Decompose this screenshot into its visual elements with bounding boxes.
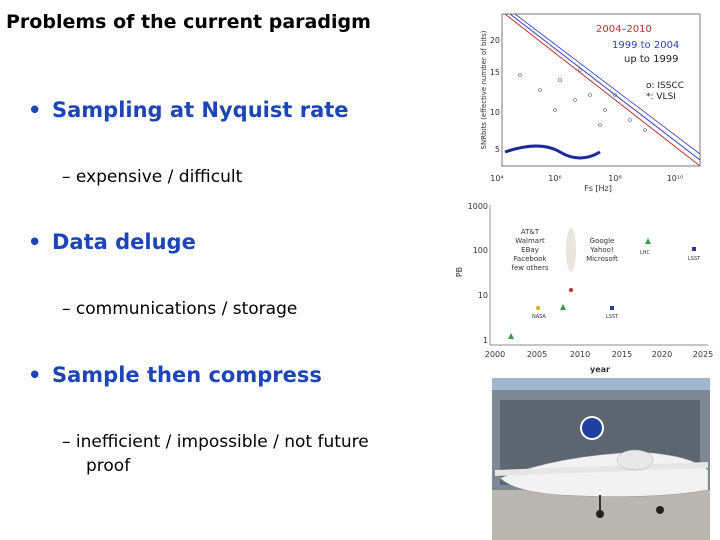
point-marker — [692, 247, 696, 251]
x-tick-label: 10⁴ — [490, 174, 503, 183]
trend-line — [514, 13, 701, 155]
bullet-dot: • — [28, 363, 41, 387]
x-tick-label: 10⁸ — [608, 174, 621, 183]
slide-title: Problems of the current paradigm — [6, 11, 371, 33]
x-tick-label: 10⁶ — [548, 174, 561, 183]
plot-frame — [501, 13, 701, 167]
x-tick-label: 2020 — [652, 350, 672, 359]
point-label: few others — [511, 264, 548, 272]
y-axis-label: PB — [455, 267, 464, 277]
x-tick-label: 2025 — [693, 350, 713, 359]
bullet: Sampling at Nyquist rate — [52, 98, 349, 122]
point-marker — [536, 306, 540, 310]
point-marker — [569, 288, 573, 292]
point-marker — [645, 238, 651, 244]
x-axis-label: Fs [Hz] — [584, 184, 612, 193]
point-label: Yahoo! — [589, 246, 613, 254]
legend-entry: *: VLSI — [646, 92, 676, 102]
point-label: Google — [590, 237, 615, 245]
trend-line — [504, 13, 701, 167]
point-label: Facebook — [514, 255, 548, 263]
bullet: Data deluge — [52, 230, 196, 254]
y-tick-label: 10 — [490, 108, 500, 117]
point-label: Walmart — [515, 237, 545, 245]
sub-bullet: – inefficient / impossible / not future — [62, 432, 369, 452]
y-tick-label: 1000 — [468, 202, 488, 211]
bullet-dot: • — [28, 98, 41, 122]
wheel — [596, 510, 604, 518]
point-label: EBay — [521, 246, 539, 254]
logo — [582, 418, 602, 438]
point-label: LSST — [606, 314, 619, 320]
wheel — [656, 506, 664, 514]
aircraft-body — [499, 451, 709, 497]
y-tick-label: 1 — [483, 336, 488, 345]
y-axis-label: SNRbits (effective number of bits) — [480, 30, 488, 149]
scatter-band — [504, 144, 601, 160]
x-tick-label: 2015 — [612, 350, 632, 359]
point-label: AT&T — [521, 228, 540, 236]
y-tick-label: 20 — [490, 36, 500, 45]
scatter-cloud — [518, 68, 647, 132]
range-blob — [566, 228, 576, 272]
point-marker — [508, 333, 514, 339]
point-label: Microsoft — [586, 255, 618, 263]
y-tick-label: 100 — [473, 246, 488, 255]
sub-bullet: proof — [86, 456, 131, 476]
point-label: LHC — [640, 250, 651, 256]
sub-bullet: – expensive / difficult — [62, 167, 243, 187]
x-tick-label: 2010 — [570, 350, 590, 359]
trend-line — [509, 13, 701, 161]
legend-entry: up to 1999 — [624, 54, 679, 65]
legend-entry: o: ISSCC — [646, 81, 684, 91]
bullet: Sample then compress — [52, 363, 322, 387]
engine — [616, 449, 654, 471]
aircraft-wing — [495, 462, 708, 476]
legend-entry: 2004–2010 — [596, 24, 652, 35]
x-tick-label: 2005 — [527, 350, 547, 359]
bullet-dot: • — [28, 230, 41, 254]
x-tick-label: 2000 — [485, 350, 505, 359]
aircraft-photo — [492, 378, 710, 540]
adc-figure: SNRbits (effective number of bits) 20 15… — [480, 13, 701, 193]
x-tick-label: 10¹⁰ — [667, 174, 684, 183]
y-tick-label: 10 — [478, 291, 488, 300]
x-axis-label: year — [590, 365, 610, 374]
data-figure: PB 1000 100 10 1 2000 2005 2010 2015 202… — [455, 202, 713, 374]
y-tick-label: 5 — [495, 145, 500, 154]
point-marker — [610, 306, 614, 310]
point-label: LSST — [688, 256, 701, 262]
point-marker — [560, 304, 566, 310]
y-tick-label: 15 — [490, 68, 500, 77]
point-label: NASA — [532, 314, 546, 320]
legend-entry: 1999 to 2004 — [612, 40, 679, 51]
sub-bullet: – communications / storage — [62, 299, 297, 319]
